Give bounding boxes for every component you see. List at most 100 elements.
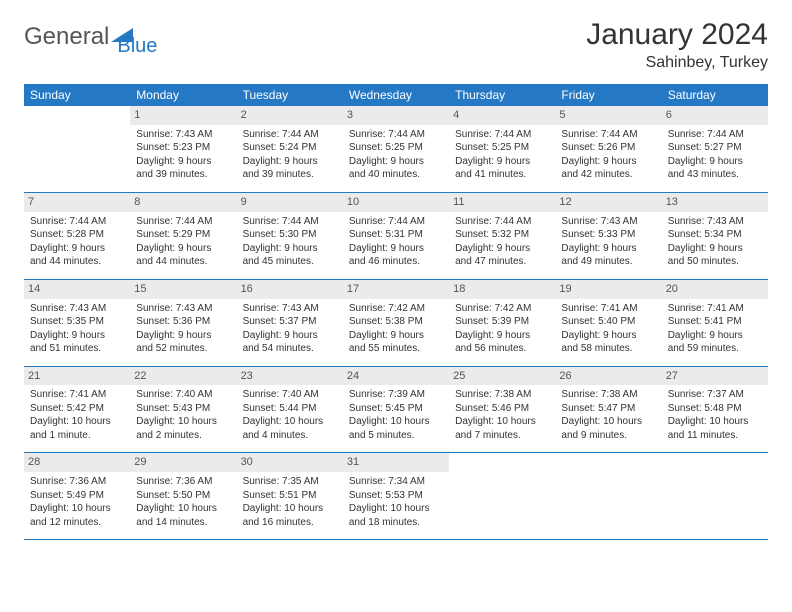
day-number: 27 [662,367,768,386]
daylight-text-1: Daylight: 9 hours [455,242,549,256]
daylight-text-1: Daylight: 10 hours [455,415,549,429]
sunrise-text: Sunrise: 7:44 AM [136,215,230,229]
calendar-cell: 26 Sunrise: 7:38 AMSunset: 5:47 PMDayligh… [555,366,661,453]
sunrise-text: Sunrise: 7:36 AM [30,475,124,489]
daylight-text-1: Daylight: 10 hours [243,502,337,516]
day-number: 21 [24,367,130,386]
day-number: 15 [130,280,236,299]
sunrise-text: Sunrise: 7:43 AM [136,128,230,142]
calendar-cell: 24Sunrise: 7:39 AMSunset: 5:45 PMDayligh… [343,366,449,453]
day-number: 31 [343,453,449,472]
sunset-text: Sunset: 5:41 PM [668,315,762,329]
sunrise-text: Sunrise: 7:38 AM [561,388,655,402]
daylight-text-2: and 2 minutes. [136,429,230,443]
daylight-text-1: Daylight: 9 hours [349,155,443,169]
sunrise-text: Sunrise: 7:44 AM [349,215,443,229]
daylight-text-2: and 47 minutes. [455,255,549,269]
daylight-text-1: Daylight: 9 hours [668,155,762,169]
day-number: 23 [237,367,343,386]
daylight-text-1: Daylight: 10 hours [136,502,230,516]
sunset-text: Sunset: 5:25 PM [455,141,549,155]
calendar-cell: 25Sunrise: 7:38 AMSunset: 5:46 PMDayligh… [449,366,555,453]
daylight-text-2: and 58 minutes. [561,342,655,356]
sunset-text: Sunset: 5:29 PM [136,228,230,242]
sunrise-text: Sunrise: 7:44 AM [455,215,549,229]
day-number: 3 [343,106,449,125]
daylight-text-2: and 1 minute. [30,429,124,443]
day-number: 12 [555,193,661,212]
daylight-text-2: and 43 minutes. [668,168,762,182]
title-block: January 2024 Sahinbey, Turkey [586,18,768,72]
calendar-table: SundayMondayTuesdayWednesdayThursdayFrid… [24,84,768,540]
sunset-text: Sunset: 5:25 PM [349,141,443,155]
sunset-text: Sunset: 5:51 PM [243,489,337,503]
sunrise-text: Sunrise: 7:44 AM [561,128,655,142]
calendar-cell: 8Sunrise: 7:44 AMSunset: 5:29 PMDaylight… [130,192,236,279]
daylight-text-2: and 45 minutes. [243,255,337,269]
sunset-text: Sunset: 5:23 PM [136,141,230,155]
day-number: 26 [555,367,661,386]
logo: General Blue [24,18,157,56]
day-number: 30 [237,453,343,472]
day-number: 29 [130,453,236,472]
calendar-cell: 13 Sunrise: 7:43 AMSunset: 5:34 PMDayligh… [662,192,768,279]
daylight-text-2: and 39 minutes. [136,168,230,182]
daylight-text-2: and 16 minutes. [243,516,337,530]
daylight-text-1: Daylight: 9 hours [668,242,762,256]
calendar-cell: 6Sunrise: 7:44 AMSunset: 5:27 PMDaylight… [662,106,768,192]
weekday-header: Thursday [449,84,555,106]
calendar-cell: 7Sunrise: 7:44 AMSunset: 5:28 PMDaylight… [24,192,130,279]
daylight-text-1: Daylight: 10 hours [136,415,230,429]
calendar-body: .1Sunrise: 7:43 AMSunset: 5:23 PMDayligh… [24,106,768,540]
daylight-text-2: and 7 minutes. [455,429,549,443]
daylight-text-1: Daylight: 10 hours [30,502,124,516]
sunset-text: Sunset: 5:46 PM [455,402,549,416]
logo-text-general: General [24,25,109,49]
sunrise-text: Sunrise: 7:42 AM [455,302,549,316]
sunrise-text: Sunrise: 7:38 AM [455,388,549,402]
sunrise-text: Sunrise: 7:43 AM [136,302,230,316]
daylight-text-2: and 50 minutes. [668,255,762,269]
sunset-text: Sunset: 5:42 PM [30,402,124,416]
daylight-text-1: Daylight: 9 hours [455,155,549,169]
calendar-row: 28Sunrise: 7:36 AMSunset: 5:49 PMDayligh… [24,453,768,540]
sunrise-text: Sunrise: 7:43 AM [668,215,762,229]
calendar-cell: 29Sunrise: 7:36 AMSunset: 5:50 PMDayligh… [130,453,236,540]
month-title: January 2024 [586,18,768,52]
sunrise-text: Sunrise: 7:42 AM [349,302,443,316]
daylight-text-1: Daylight: 10 hours [561,415,655,429]
daylight-text-2: and 54 minutes. [243,342,337,356]
calendar-cell: 20Sunrise: 7:41 AMSunset: 5:41 PMDayligh… [662,279,768,366]
weekday-header: Wednesday [343,84,449,106]
sunset-text: Sunset: 5:30 PM [243,228,337,242]
sunrise-text: Sunrise: 7:40 AM [243,388,337,402]
daylight-text-1: Daylight: 10 hours [30,415,124,429]
sunset-text: Sunset: 5:32 PM [455,228,549,242]
sunset-text: Sunset: 5:50 PM [136,489,230,503]
sunrise-text: Sunrise: 7:41 AM [668,302,762,316]
sunrise-text: Sunrise: 7:44 AM [455,128,549,142]
day-number: 16 [237,280,343,299]
sunset-text: Sunset: 5:34 PM [668,228,762,242]
calendar-cell: 16Sunrise: 7:43 AMSunset: 5:37 PMDayligh… [237,279,343,366]
daylight-text-1: Daylight: 9 hours [30,329,124,343]
calendar-cell: . [555,453,661,540]
calendar-head: SundayMondayTuesdayWednesdayThursdayFrid… [24,84,768,106]
calendar-cell: 30Sunrise: 7:35 AMSunset: 5:51 PMDayligh… [237,453,343,540]
day-number: 8 [130,193,236,212]
day-number: 28 [24,453,130,472]
daylight-text-2: and 56 minutes. [455,342,549,356]
daylight-text-2: and 18 minutes. [349,516,443,530]
weekday-header: Monday [130,84,236,106]
day-number: 1 [130,106,236,125]
sunset-text: Sunset: 5:47 PM [561,402,655,416]
calendar-cell: 9Sunrise: 7:44 AMSunset: 5:30 PMDaylight… [237,192,343,279]
daylight-text-2: and 46 minutes. [349,255,443,269]
sunset-text: Sunset: 5:28 PM [30,228,124,242]
day-number: 22 [130,367,236,386]
calendar-cell: 27Sunrise: 7:37 AMSunset: 5:48 PMDayligh… [662,366,768,453]
day-number: 13 [662,193,768,212]
daylight-text-1: Daylight: 9 hours [668,329,762,343]
daylight-text-2: and 49 minutes. [561,255,655,269]
sunset-text: Sunset: 5:44 PM [243,402,337,416]
